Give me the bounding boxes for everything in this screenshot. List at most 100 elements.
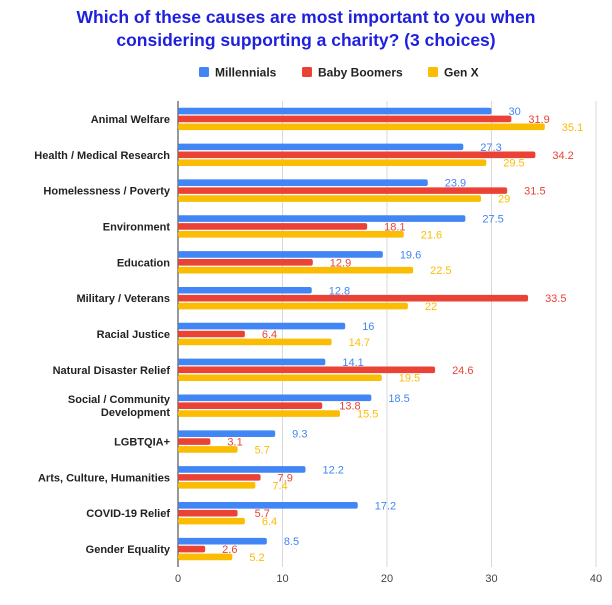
bar-millennials-education [178, 251, 383, 258]
data-label-gen-x-environment: 21.6 [421, 229, 442, 241]
data-label-baby-boomers-health-medical-research: 34.2 [552, 150, 573, 162]
bar-baby-boomers-military-veterans [178, 294, 529, 302]
legend-swatch-gen-x [428, 67, 438, 77]
category-label-racial-justice: Racial Justice [97, 329, 170, 341]
data-label-millennials-arts-culture-humanities: 12.2 [322, 464, 343, 476]
bar-baby-boomers-health-medical-research [178, 151, 536, 159]
bar-gen-x-social-community-development [178, 410, 340, 417]
x-tick-label-30: 30 [485, 573, 497, 585]
category-label-natural-disaster-relief: Natural Disaster Relief [53, 365, 171, 377]
legend-swatch-millennials [199, 67, 209, 77]
data-label-gen-x-covid-19-relief: 6.4 [262, 516, 277, 528]
data-label-millennials-lgbtqia: 9.3 [292, 429, 307, 441]
bar-millennials-homelessness-poverty [178, 179, 428, 187]
bar-millennials-arts-culture-humanities [178, 466, 306, 473]
x-tick-label-40: 40 [590, 573, 602, 585]
category-label-health-medical-research: Health / Medical Research [34, 150, 170, 162]
bar-gen-x-arts-culture-humanities [178, 481, 256, 489]
data-label-millennials-social-community-development: 18.5 [388, 393, 409, 405]
category-label-education: Education [117, 257, 170, 269]
data-label-baby-boomers-covid-19-relief: 5.7 [255, 508, 270, 520]
data-label-baby-boomers-military-veterans: 33.5 [545, 293, 566, 305]
bar-gen-x-natural-disaster-relief [178, 374, 382, 382]
bar-gen-x-military-veterans [178, 302, 408, 310]
category-label-social-community-development-line-2: Development [101, 407, 170, 419]
bar-baby-boomers-lgbtqia [178, 438, 211, 445]
chart-title-line-2: considering supporting a charity? (3 cho… [116, 30, 495, 50]
chart-title-line-1: Which of these causes are most important… [77, 7, 536, 27]
bar-baby-boomers-environment [178, 223, 368, 230]
data-label-baby-boomers-lgbtqia: 3.1 [227, 437, 242, 449]
bar-gen-x-animal-welfare [178, 123, 545, 131]
data-label-baby-boomers-racial-justice: 6.4 [262, 329, 277, 341]
category-label-arts-culture-humanities: Arts, Culture, Humanities [38, 472, 170, 484]
bar-millennials-racial-justice [178, 322, 346, 330]
data-label-gen-x-health-medical-research: 29.5 [503, 158, 524, 170]
bar-gen-x-homelessness-poverty [178, 195, 482, 202]
bar-baby-boomers-arts-culture-humanities [178, 474, 261, 481]
bar-millennials-military-veterans [178, 286, 312, 294]
category-label-gender-equality: Gender Equality [86, 544, 171, 556]
bar-baby-boomers-natural-disaster-relief [178, 366, 436, 374]
category-label-environment: Environment [103, 221, 171, 233]
bar-gen-x-education [178, 266, 414, 274]
data-label-millennials-health-medical-research: 27.3 [480, 142, 501, 154]
data-label-gen-x-animal-welfare: 35.1 [562, 122, 583, 134]
data-label-baby-boomers-gender-equality: 2.6 [222, 544, 237, 556]
bar-millennials-environment [178, 215, 466, 222]
data-label-gen-x-education: 22.5 [430, 265, 451, 277]
bar-baby-boomers-racial-justice [178, 330, 245, 338]
bar-baby-boomers-social-community-development [178, 402, 323, 409]
data-label-millennials-gender-equality: 8.5 [284, 536, 299, 548]
bar-gen-x-environment [178, 231, 404, 238]
category-label-homelessness-poverty: Homelessness / Poverty [43, 186, 170, 198]
bar-baby-boomers-homelessness-poverty [178, 187, 508, 194]
x-tick-label-20: 20 [381, 573, 393, 585]
category-label-covid-19-relief: COVID-19 Relief [86, 508, 170, 520]
category-label-military-veterans: Military / Veterans [76, 293, 170, 305]
bars: 30 31.9 35.1 27.3 34.2 29.5 23.9 31.5 29 27.5 18.1… [178, 106, 583, 564]
data-label-millennials-racial-justice: 16 [362, 321, 374, 333]
data-label-baby-boomers-environment: 18.1 [384, 221, 405, 233]
bar-millennials-lgbtqia [178, 430, 276, 437]
data-label-gen-x-gender-equality: 5.2 [249, 552, 264, 564]
bar-baby-boomers-covid-19-relief [178, 509, 238, 517]
data-label-gen-x-social-community-development: 15.5 [357, 409, 378, 421]
data-label-gen-x-natural-disaster-relief: 19.5 [399, 373, 420, 385]
data-label-baby-boomers-animal-welfare: 31.9 [528, 114, 549, 126]
data-label-millennials-environment: 27.5 [482, 214, 503, 226]
bar-gen-x-lgbtqia [178, 446, 238, 453]
data-label-gen-x-arts-culture-humanities: 7.4 [272, 480, 287, 492]
data-label-millennials-natural-disaster-relief: 14.1 [342, 357, 363, 369]
data-label-millennials-education: 19.6 [400, 249, 421, 261]
bar-gen-x-racial-justice [178, 338, 332, 346]
legend-label-gen-x: Gen X [444, 66, 479, 80]
bar-millennials-gender-equality [178, 537, 267, 545]
category-label-animal-welfare: Animal Welfare [91, 114, 170, 126]
bar-millennials-health-medical-research [178, 143, 464, 151]
data-label-baby-boomers-arts-culture-humanities: 7.9 [278, 472, 293, 484]
data-label-millennials-covid-19-relief: 17.2 [375, 500, 396, 512]
bar-millennials-natural-disaster-relief [178, 358, 326, 366]
data-label-baby-boomers-natural-disaster-relief: 24.6 [452, 365, 473, 377]
bar-millennials-covid-19-relief [178, 502, 358, 509]
bar-gen-x-covid-19-relief [178, 517, 245, 525]
bar-gen-x-gender-equality [178, 553, 233, 561]
legend: Millennials Baby Boomers Gen X [199, 66, 479, 80]
data-label-gen-x-military-veterans: 22 [425, 301, 437, 313]
bar-baby-boomers-animal-welfare [178, 115, 512, 123]
data-label-gen-x-racial-justice: 14.7 [349, 337, 370, 349]
data-label-millennials-homelessness-poverty: 23.9 [445, 178, 466, 190]
data-label-millennials-animal-welfare: 30 [509, 106, 521, 118]
data-label-baby-boomers-homelessness-poverty: 31.5 [524, 186, 545, 198]
legend-label-millennials: Millennials [215, 66, 277, 80]
x-tick-label-10: 10 [276, 573, 288, 585]
data-label-baby-boomers-social-community-development: 13.8 [339, 401, 360, 413]
category-label-lgbtqia: LGBTQIA+ [114, 437, 170, 449]
bar-baby-boomers-gender-equality [178, 545, 206, 553]
x-tick-label-0: 0 [175, 573, 181, 585]
bar-millennials-social-community-development [178, 394, 372, 402]
data-label-gen-x-homelessness-poverty: 29 [498, 194, 510, 206]
bar-millennials-animal-welfare [178, 107, 492, 115]
